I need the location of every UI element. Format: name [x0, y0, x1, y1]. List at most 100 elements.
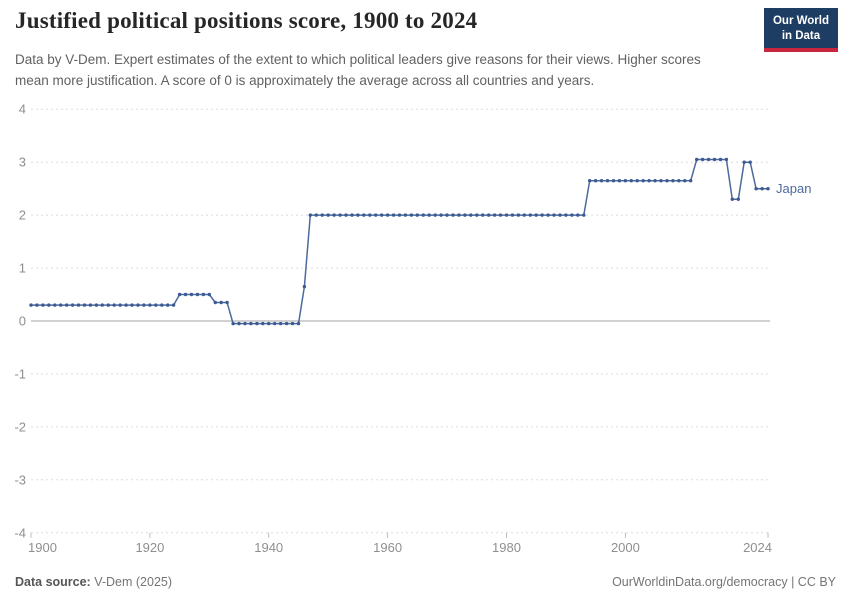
data-point[interactable] — [314, 213, 318, 217]
data-point[interactable] — [540, 213, 544, 217]
data-point[interactable] — [528, 213, 532, 217]
data-point[interactable] — [611, 179, 616, 183]
data-point[interactable] — [552, 213, 556, 217]
data-point[interactable] — [445, 213, 449, 217]
data-point[interactable] — [374, 213, 378, 217]
data-point[interactable] — [617, 179, 622, 183]
data-point[interactable] — [195, 292, 200, 297]
data-point[interactable] — [415, 213, 419, 217]
data-point[interactable] — [189, 292, 194, 297]
data-point[interactable] — [320, 213, 324, 217]
data-point[interactable] — [326, 213, 330, 217]
data-point[interactable] — [338, 213, 342, 217]
data-point[interactable] — [570, 213, 574, 217]
data-point[interactable] — [653, 179, 657, 183]
data-point[interactable] — [706, 157, 711, 162]
data-point[interactable] — [391, 213, 396, 217]
data-point[interactable] — [35, 303, 39, 307]
data-point[interactable] — [154, 303, 158, 307]
data-point[interactable] — [754, 187, 758, 191]
data-point[interactable] — [385, 213, 390, 217]
data-point[interactable] — [623, 179, 628, 183]
data-point[interactable] — [183, 292, 188, 297]
data-point[interactable] — [332, 213, 336, 217]
data-point[interactable] — [742, 160, 746, 164]
data-point[interactable] — [736, 197, 740, 201]
data-point[interactable] — [487, 213, 491, 217]
data-point[interactable] — [558, 213, 562, 217]
data-point[interactable] — [593, 179, 598, 183]
data-point[interactable] — [504, 213, 509, 217]
data-point[interactable] — [730, 197, 734, 201]
data-point[interactable] — [665, 179, 669, 183]
data-point[interactable] — [421, 213, 425, 217]
data-point[interactable] — [457, 213, 461, 217]
data-point[interactable] — [724, 157, 729, 162]
data-point[interactable] — [362, 213, 366, 217]
data-point[interactable] — [59, 303, 63, 307]
data-point[interactable] — [576, 213, 580, 217]
data-point[interactable] — [409, 213, 414, 217]
data-point[interactable] — [647, 179, 651, 183]
data-point[interactable] — [284, 321, 289, 326]
data-point[interactable] — [94, 303, 99, 307]
data-point[interactable] — [629, 179, 633, 183]
data-point[interactable] — [403, 213, 408, 217]
data-point[interactable] — [171, 303, 176, 307]
data-point[interactable] — [605, 179, 610, 183]
data-point[interactable] — [766, 187, 770, 191]
data-point[interactable] — [166, 303, 170, 307]
data-point[interactable] — [261, 321, 265, 326]
data-point[interactable] — [760, 187, 764, 191]
data-point[interactable] — [249, 321, 253, 326]
data-point[interactable] — [516, 213, 521, 217]
data-point[interactable] — [142, 303, 146, 307]
data-point[interactable] — [718, 157, 723, 162]
data-point[interactable] — [433, 213, 437, 217]
data-point[interactable] — [344, 213, 348, 217]
data-point[interactable] — [225, 300, 229, 305]
data-point[interactable] — [255, 321, 259, 326]
data-point[interactable] — [136, 303, 140, 307]
data-point[interactable] — [207, 292, 211, 297]
data-point[interactable] — [469, 213, 473, 217]
data-point[interactable] — [308, 213, 312, 217]
data-point[interactable] — [635, 179, 639, 183]
data-point[interactable] — [522, 213, 526, 217]
data-point[interactable] — [29, 303, 33, 307]
data-point[interactable] — [546, 213, 550, 217]
data-point[interactable] — [112, 303, 116, 307]
data-point[interactable] — [683, 179, 687, 183]
data-point[interactable] — [564, 213, 568, 217]
data-point[interactable] — [712, 157, 717, 162]
data-point[interactable] — [498, 213, 503, 217]
data-point[interactable] — [273, 321, 277, 326]
data-point[interactable] — [397, 213, 402, 217]
data-point[interactable] — [492, 213, 497, 217]
data-point[interactable] — [106, 303, 111, 307]
data-point[interactable] — [88, 303, 93, 307]
series-label-japan[interactable]: Japan — [776, 181, 811, 196]
data-point[interactable] — [689, 179, 693, 183]
data-point[interactable] — [267, 321, 271, 326]
data-point[interactable] — [53, 303, 57, 307]
data-point[interactable] — [278, 321, 283, 326]
data-point[interactable] — [130, 303, 134, 307]
owid-url-link[interactable]: OurWorldinData.org/democracy — [612, 575, 788, 589]
data-point[interactable] — [213, 300, 217, 305]
data-point[interactable] — [599, 179, 604, 183]
data-point[interactable] — [641, 179, 645, 183]
data-point[interactable] — [82, 303, 87, 307]
data-point[interactable] — [439, 213, 443, 217]
data-point[interactable] — [350, 213, 354, 217]
data-point[interactable] — [41, 303, 45, 307]
data-point[interactable] — [118, 303, 122, 307]
data-point[interactable] — [700, 157, 705, 162]
data-point[interactable] — [76, 303, 81, 307]
data-point[interactable] — [243, 321, 247, 326]
data-point[interactable] — [659, 179, 663, 183]
series-line-japan[interactable] — [31, 158, 768, 325]
data-point[interactable] — [510, 213, 515, 217]
data-point[interactable] — [302, 284, 307, 289]
